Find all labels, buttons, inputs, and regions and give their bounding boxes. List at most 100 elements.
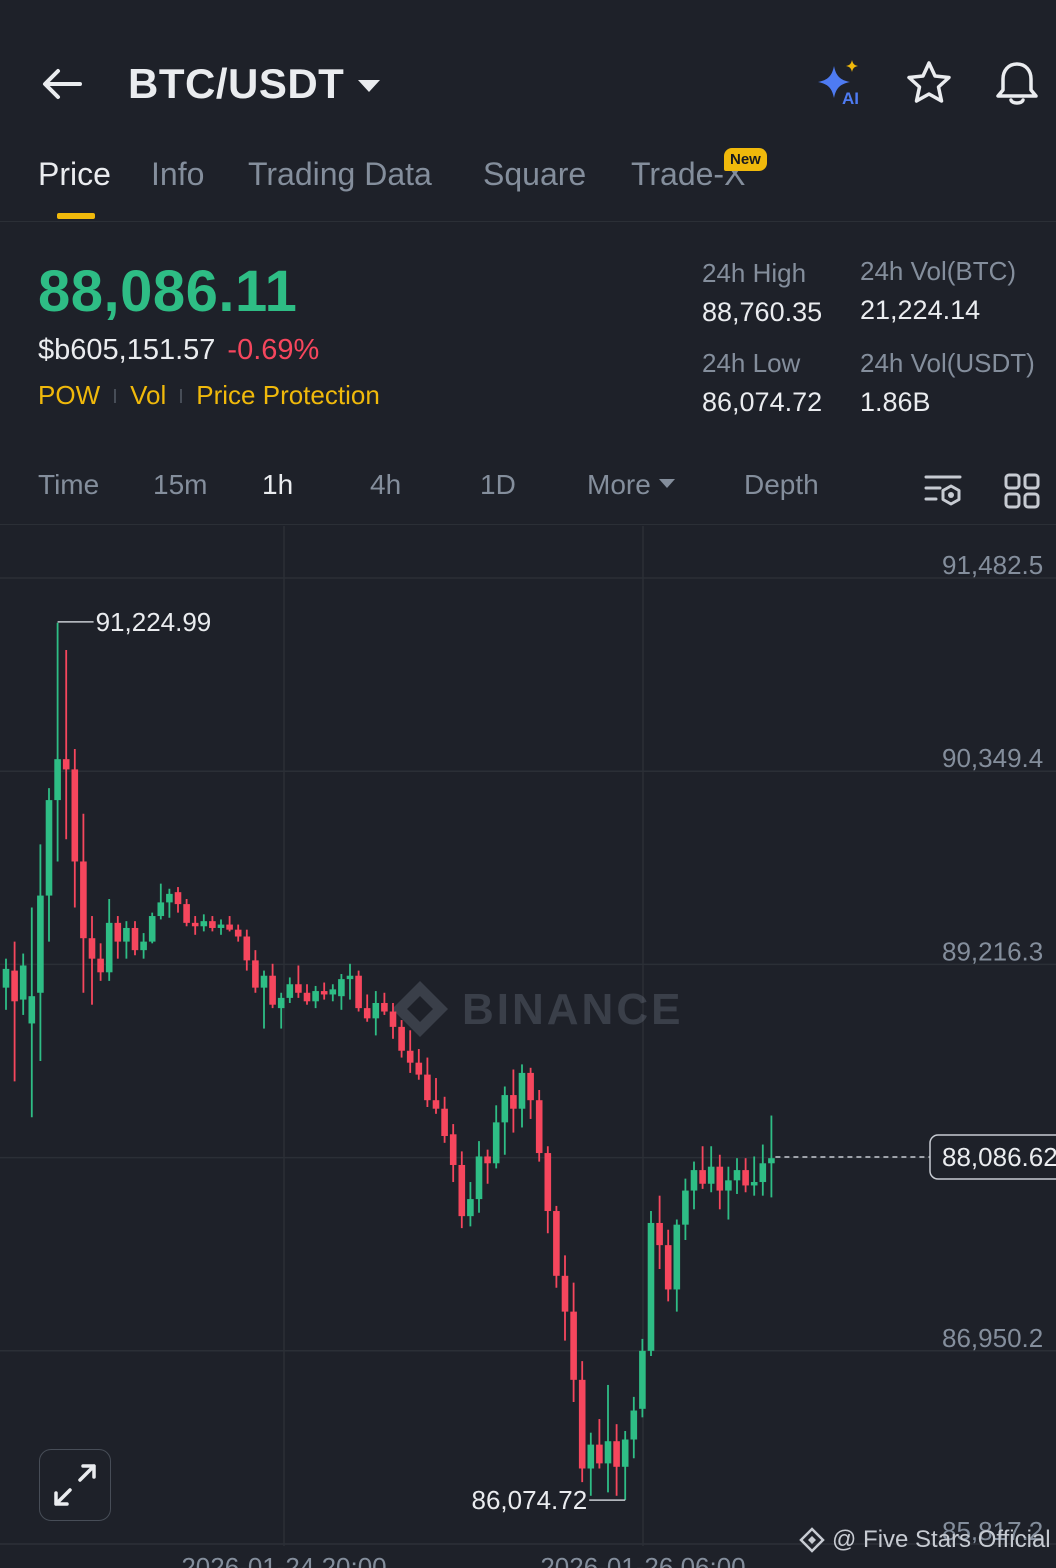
candle-down bbox=[363, 1008, 371, 1019]
candle-down bbox=[613, 1441, 620, 1467]
interval-depth[interactable]: Depth bbox=[744, 469, 819, 500]
candle-down bbox=[458, 1164, 466, 1217]
pair-selector[interactable]: BTC/USDT bbox=[128, 60, 381, 108]
star-icon bbox=[907, 61, 951, 103]
stat-value: 88,760.35 bbox=[702, 297, 823, 327]
candle-up bbox=[518, 1072, 526, 1109]
ai-button[interactable]: AI bbox=[814, 56, 870, 112]
interval-4h[interactable]: 4h bbox=[370, 469, 402, 500]
y-axis-tick-label: 90,349.4 bbox=[942, 743, 1043, 773]
y-axis-tick-label: 85,817.2 bbox=[942, 1516, 1043, 1546]
candle-up bbox=[338, 979, 345, 997]
candle-down bbox=[535, 1100, 543, 1154]
stat-24h-vol-usdt: 24h Vol(USDT) 1.86B bbox=[860, 348, 1035, 418]
tab-trading-data[interactable]: Trading Data bbox=[248, 156, 432, 192]
price-sub-row: $b605,151.57 -0.69% bbox=[38, 334, 319, 367]
stat-value: 1.86B bbox=[860, 387, 931, 417]
pair-name: BTC/USDT bbox=[128, 60, 345, 107]
stat-24h-vol-btc: 24h Vol(BTC) 21,224.14 bbox=[860, 256, 1016, 326]
candle-down bbox=[561, 1275, 569, 1312]
fiat-price: $b605,151.57 bbox=[38, 334, 216, 366]
candle-up bbox=[37, 895, 44, 993]
candle-down bbox=[527, 1072, 534, 1101]
interval-1d[interactable]: 1D bbox=[480, 469, 516, 500]
stat-label: 24h Vol(USDT) bbox=[860, 348, 1035, 378]
back-button[interactable] bbox=[38, 60, 86, 108]
candle-down bbox=[252, 960, 259, 988]
candle-down bbox=[320, 991, 328, 995]
candle-down bbox=[553, 1211, 560, 1276]
top-bar: BTC/USDT AI bbox=[0, 0, 1056, 150]
candle-up bbox=[277, 997, 285, 1009]
tag-price-protection[interactable]: Price Protection bbox=[196, 380, 380, 410]
candle-down bbox=[114, 922, 122, 942]
candle-down bbox=[544, 1153, 552, 1212]
candle-down bbox=[449, 1134, 457, 1165]
interval-1h[interactable]: 1h bbox=[262, 469, 294, 500]
candle-up bbox=[166, 893, 173, 903]
candle-down bbox=[596, 1444, 603, 1464]
tab-price[interactable]: Price bbox=[38, 156, 111, 192]
candle-up bbox=[372, 1003, 380, 1019]
asset-tags: POW Vol Price Protection bbox=[38, 380, 380, 411]
candle-up bbox=[639, 1350, 646, 1409]
candle-down bbox=[303, 992, 311, 1002]
tag-pow[interactable]: POW bbox=[38, 380, 101, 410]
candle-down bbox=[191, 922, 199, 927]
interval-time[interactable]: Time bbox=[38, 469, 100, 500]
candle-up bbox=[105, 922, 113, 973]
candle-down bbox=[389, 1011, 397, 1027]
layout-grid-button[interactable] bbox=[1000, 469, 1044, 513]
candle-down bbox=[699, 1170, 706, 1184]
candle-down bbox=[398, 1026, 405, 1051]
x-axis-tick-label: 2026-01-24 20:00 bbox=[181, 1552, 386, 1568]
more-label: More bbox=[587, 469, 651, 500]
candle-up bbox=[217, 924, 225, 928]
expand-arrows-icon bbox=[54, 1464, 96, 1506]
candlestick-chart[interactable]: 91,482.590,349.489,216.388,083.386,950.2… bbox=[0, 526, 1056, 1568]
candle-up bbox=[725, 1180, 732, 1191]
candle-down bbox=[226, 924, 233, 930]
stat-24h-low: 24h Low 86,074.72 bbox=[702, 348, 822, 418]
candle-up bbox=[157, 902, 165, 917]
candle-up bbox=[123, 927, 130, 942]
x-axis-tick-label: 2026-01-26 06:00 bbox=[540, 1552, 745, 1568]
candle-down bbox=[424, 1074, 431, 1101]
candle-down bbox=[295, 984, 302, 993]
candle-up bbox=[45, 800, 53, 896]
current-price-tag bbox=[929, 1134, 1056, 1180]
indicator-settings-button[interactable] bbox=[922, 469, 966, 513]
candle-up bbox=[140, 941, 147, 951]
tab-square[interactable]: Square bbox=[483, 156, 587, 192]
candle-down bbox=[484, 1156, 491, 1164]
fullscreen-button[interactable] bbox=[39, 1449, 111, 1521]
tag-divider bbox=[114, 388, 117, 403]
candle-up bbox=[2, 968, 10, 988]
candle-up bbox=[501, 1095, 509, 1123]
favorite-button[interactable] bbox=[904, 58, 954, 108]
candle-up bbox=[707, 1166, 715, 1184]
candle-down bbox=[234, 929, 242, 937]
stat-label: 24h High bbox=[702, 258, 807, 288]
candle-up bbox=[768, 1158, 775, 1164]
candle-up bbox=[329, 989, 337, 995]
last-price: 88,086.11 bbox=[38, 259, 298, 324]
candle-up bbox=[750, 1182, 758, 1186]
candle-down bbox=[742, 1170, 749, 1186]
candle-up bbox=[630, 1410, 638, 1440]
candle-up bbox=[346, 975, 354, 980]
section-tabs: Price Info Trading Data Square Trade-X N… bbox=[0, 148, 1056, 222]
candle-up bbox=[621, 1439, 629, 1467]
tab-info[interactable]: Info bbox=[151, 156, 205, 192]
candle-up bbox=[587, 1444, 595, 1469]
stat-label: 24h Low bbox=[702, 348, 801, 378]
candle-up bbox=[54, 759, 61, 801]
interval-15m[interactable]: 15m bbox=[153, 469, 208, 500]
bell-icon bbox=[996, 62, 1038, 105]
interval-more[interactable]: More bbox=[587, 469, 675, 501]
alert-button[interactable] bbox=[992, 58, 1042, 108]
watermark-text: BINANCE bbox=[462, 985, 683, 1034]
active-tab-indicator bbox=[57, 213, 95, 219]
candle-down bbox=[406, 1050, 414, 1063]
tag-vol[interactable]: Vol bbox=[130, 380, 167, 410]
